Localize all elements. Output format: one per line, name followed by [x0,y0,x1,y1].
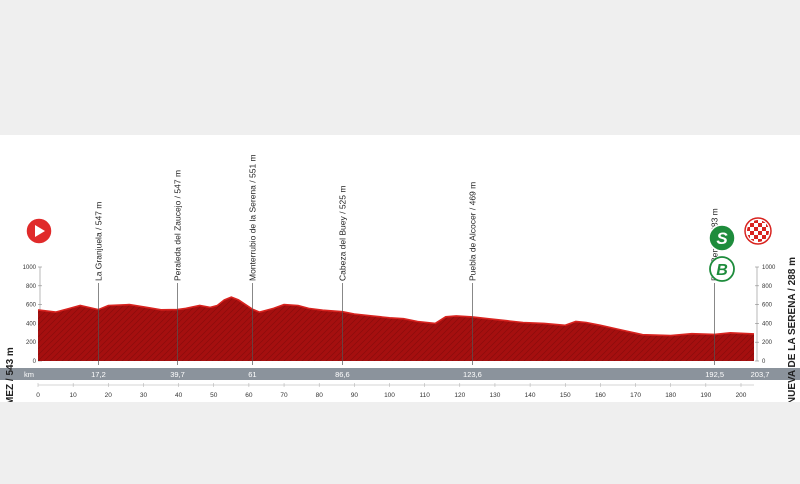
x-tick-label: 60 [245,392,253,399]
x-tick-label: 80 [316,392,324,399]
finish-checker-square [754,220,758,223]
finish-checker-square [762,235,766,239]
sprint-icon [708,224,736,252]
x-tick-label: 50 [210,392,218,399]
waypoint-label: Monterrubio de la Serena / 551 m [247,154,257,281]
right-y-tick-label: 600 [762,303,773,309]
finish-checker-square [747,227,750,231]
finish-checker-square [758,231,762,235]
right-y-tick-label: 800 [762,284,773,290]
waypoint-label: Peraleda del Zaucejo / 547 m [173,170,183,281]
finish-town-label: VILLANUEVA DE LA SERENA / 288 m [787,257,798,402]
finish-checker-square [758,239,762,242]
x-tick-label: 100 [384,392,395,399]
finish-checker-square [758,223,762,227]
x-tick-label: 190 [700,392,711,399]
stage-profile-card: 0 200 400 600 800 1000 0 200 400 600 800 1000 La G… [0,135,800,402]
x-tick-label: 160 [595,392,606,399]
km-bar [0,368,800,380]
finish-checker-square [762,227,766,231]
right-y-tick-label: 1000 [762,265,776,271]
x-tick-label: 20 [105,392,113,399]
waypoint-label: Cabeza del Buey / 525 m [337,186,347,281]
right-y-tick-label: 0 [762,359,766,365]
start-town-label: BELMEZ / 543 m [5,347,16,402]
left-y-tick-label: 200 [26,340,37,346]
km-unit-label: km [24,370,34,379]
x-tick-label: 30 [140,392,148,399]
bonus-badge-letter: B [716,262,728,279]
km-marker-label: 61 [248,370,256,379]
play-arrow-icon [35,225,45,237]
finish-checker-square [770,243,774,247]
x-tick-label: 40 [175,392,183,399]
finish-checker-square [754,235,758,239]
waypoint-label: Puebla de Alcocer / 469 m [467,182,477,281]
x-tick-label: 140 [525,392,536,399]
x-tick-label: 0 [36,392,40,399]
x-tick-label: 200 [736,392,747,399]
finish-checker-square [742,215,746,219]
km-marker-label: 203,7 [751,370,770,379]
km-marker-label: 39,7 [170,370,185,379]
km-marker-label: 123,6 [463,370,482,379]
waypoint-label: La Granjuela / 547 m [93,202,103,281]
right-y-tick-label: 400 [762,321,773,327]
bonus-icon [709,256,735,282]
finish-checker-square [750,223,754,227]
x-tick-label: 180 [665,392,676,399]
left-y-tick-label: 1000 [23,265,37,271]
x-tick-label: 150 [560,392,571,399]
x-tick-label: 10 [70,392,78,399]
left-y-tick-label: 600 [26,303,37,309]
x-tick-label: 90 [351,392,359,399]
x-tick-label: 110 [419,392,430,399]
x-tick-label: 120 [454,392,465,399]
sprint-badge-letter: S [716,229,728,248]
elevation-profile-texture [38,297,754,361]
finish-checker-square [742,239,746,243]
left-y-tick-label: 400 [26,321,37,327]
left-y-tick-label: 800 [26,284,37,290]
km-marker-label: 192,5 [705,370,724,379]
finish-checker-square [754,227,758,231]
finish-checker-square [750,231,754,235]
x-tick-label: 170 [630,392,641,399]
km-marker-label: 17,2 [91,370,106,379]
right-y-tick-label: 200 [762,340,773,346]
x-tick-label: 130 [490,392,501,399]
km-marker-label: 86,6 [335,370,350,379]
finish-checker-square [746,243,750,247]
left-y-tick-label: 0 [33,359,37,365]
x-tick-label: 70 [280,392,288,399]
finish-checker-square [766,231,769,235]
finish-checker-square [766,215,770,219]
finish-checker-square [770,219,774,223]
